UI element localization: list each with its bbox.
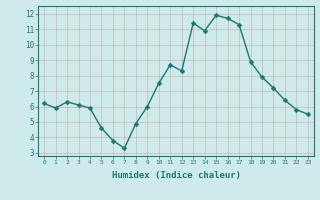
X-axis label: Humidex (Indice chaleur): Humidex (Indice chaleur) xyxy=(111,171,241,180)
